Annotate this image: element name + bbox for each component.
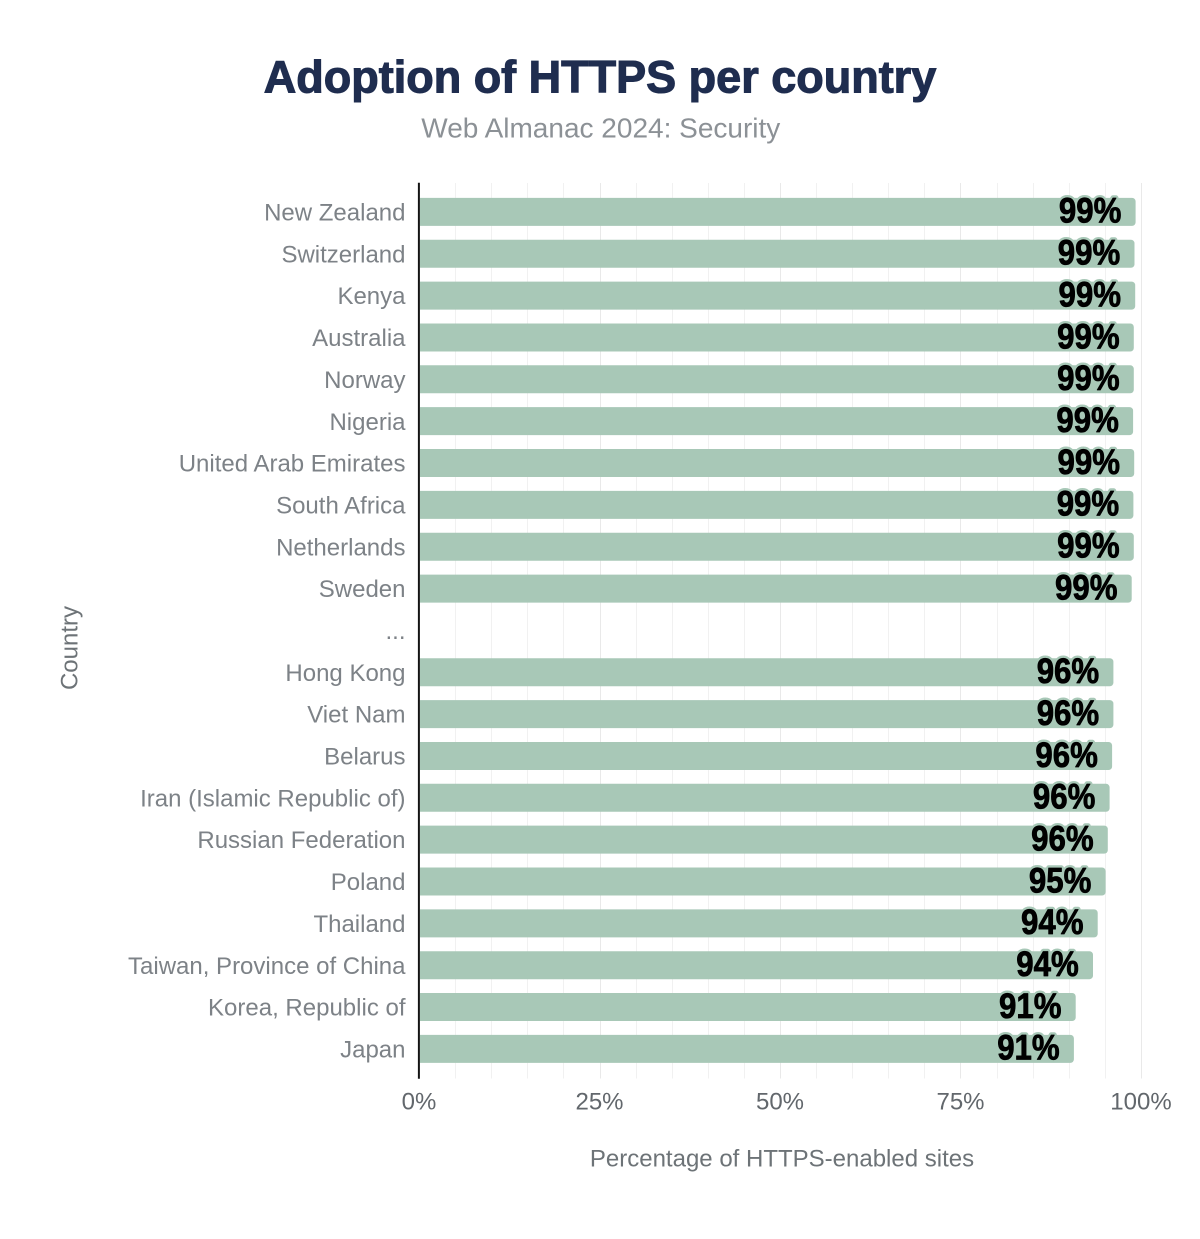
svg-text:99%: 99% bbox=[1057, 317, 1120, 356]
svg-text:Russian Federation: Russian Federation bbox=[197, 827, 405, 854]
svg-text:94%: 94% bbox=[1021, 903, 1084, 942]
svg-text:99%: 99% bbox=[1055, 568, 1118, 607]
svg-text:95%: 95% bbox=[1029, 861, 1092, 900]
svg-text:99%: 99% bbox=[1056, 401, 1119, 440]
svg-text:Hong Kong: Hong Kong bbox=[285, 660, 405, 687]
svg-text:96%: 96% bbox=[1031, 819, 1094, 858]
svg-text:96%: 96% bbox=[1035, 736, 1098, 775]
svg-text:96%: 96% bbox=[1035, 736, 1098, 775]
svg-text:96%: 96% bbox=[1033, 778, 1096, 817]
svg-text:99%: 99% bbox=[1057, 359, 1120, 398]
svg-text:United Arab Emirates: United Arab Emirates bbox=[179, 451, 406, 478]
svg-text:Sweden: Sweden bbox=[319, 576, 406, 603]
svg-text:96%: 96% bbox=[1031, 819, 1094, 858]
svg-text:Poland: Poland bbox=[331, 869, 406, 896]
svg-text:99%: 99% bbox=[1059, 275, 1122, 314]
svg-text:Korea, Republic of: Korea, Republic of bbox=[208, 995, 406, 1022]
svg-text:99%: 99% bbox=[1059, 192, 1122, 231]
svg-text:91%: 91% bbox=[999, 987, 1062, 1026]
svg-text:Switzerland: Switzerland bbox=[281, 241, 405, 268]
svg-text:99%: 99% bbox=[1056, 401, 1119, 440]
svg-text:91%: 91% bbox=[997, 1029, 1060, 1068]
svg-text:99%: 99% bbox=[1059, 192, 1122, 231]
svg-text:95%: 95% bbox=[1029, 861, 1092, 900]
svg-text:Japan: Japan bbox=[340, 1037, 405, 1064]
svg-text:96%: 96% bbox=[1037, 694, 1100, 733]
svg-text:Iran (Islamic Republic of): Iran (Islamic Republic of) bbox=[140, 785, 405, 812]
svg-text:Kenya: Kenya bbox=[337, 283, 406, 310]
svg-text:...: ... bbox=[385, 618, 405, 645]
svg-text:Country: Country bbox=[57, 606, 84, 690]
svg-text:100%: 100% bbox=[1110, 1089, 1171, 1116]
svg-text:Norway: Norway bbox=[324, 367, 405, 394]
svg-text:96%: 96% bbox=[1037, 652, 1100, 691]
svg-text:96%: 96% bbox=[1033, 778, 1096, 817]
svg-text:Adoption of HTTPS per country: Adoption of HTTPS per country bbox=[264, 52, 936, 103]
svg-text:99%: 99% bbox=[1058, 234, 1121, 273]
svg-text:50%: 50% bbox=[756, 1089, 804, 1116]
svg-text:91%: 91% bbox=[997, 1029, 1060, 1068]
svg-text:94%: 94% bbox=[1016, 945, 1079, 984]
svg-text:94%: 94% bbox=[1021, 903, 1084, 942]
svg-text:Belarus: Belarus bbox=[324, 744, 405, 771]
svg-text:0%: 0% bbox=[402, 1089, 437, 1116]
svg-text:New Zealand: New Zealand bbox=[264, 200, 405, 227]
svg-text:99%: 99% bbox=[1057, 359, 1120, 398]
svg-text:99%: 99% bbox=[1058, 234, 1121, 273]
svg-text:99%: 99% bbox=[1059, 275, 1122, 314]
svg-text:Percentage of HTTPS-enabled si: Percentage of HTTPS-enabled sites bbox=[590, 1146, 974, 1173]
svg-text:99%: 99% bbox=[1057, 485, 1120, 524]
svg-text:99%: 99% bbox=[1058, 443, 1121, 482]
svg-text:Taiwan, Province of China: Taiwan, Province of China bbox=[128, 953, 406, 980]
svg-text:94%: 94% bbox=[1016, 945, 1079, 984]
svg-text:Web Almanac 2024: Security: Web Almanac 2024: Security bbox=[421, 112, 780, 143]
svg-text:Nigeria: Nigeria bbox=[329, 409, 406, 436]
svg-text:75%: 75% bbox=[936, 1089, 984, 1116]
svg-text:Netherlands: Netherlands bbox=[276, 534, 405, 561]
svg-text:99%: 99% bbox=[1057, 485, 1120, 524]
svg-text:91%: 91% bbox=[999, 987, 1062, 1026]
svg-text:96%: 96% bbox=[1037, 652, 1100, 691]
svg-text:South Africa: South Africa bbox=[276, 493, 406, 520]
svg-text:Viet Nam: Viet Nam bbox=[307, 702, 405, 729]
svg-text:96%: 96% bbox=[1037, 694, 1100, 733]
svg-text:99%: 99% bbox=[1057, 527, 1120, 566]
svg-text:Australia: Australia bbox=[312, 325, 406, 352]
svg-text:Thailand: Thailand bbox=[313, 911, 405, 938]
svg-text:99%: 99% bbox=[1057, 527, 1120, 566]
svg-text:99%: 99% bbox=[1055, 568, 1118, 607]
svg-text:99%: 99% bbox=[1058, 443, 1121, 482]
svg-text:99%: 99% bbox=[1057, 317, 1120, 356]
svg-text:25%: 25% bbox=[575, 1089, 623, 1116]
